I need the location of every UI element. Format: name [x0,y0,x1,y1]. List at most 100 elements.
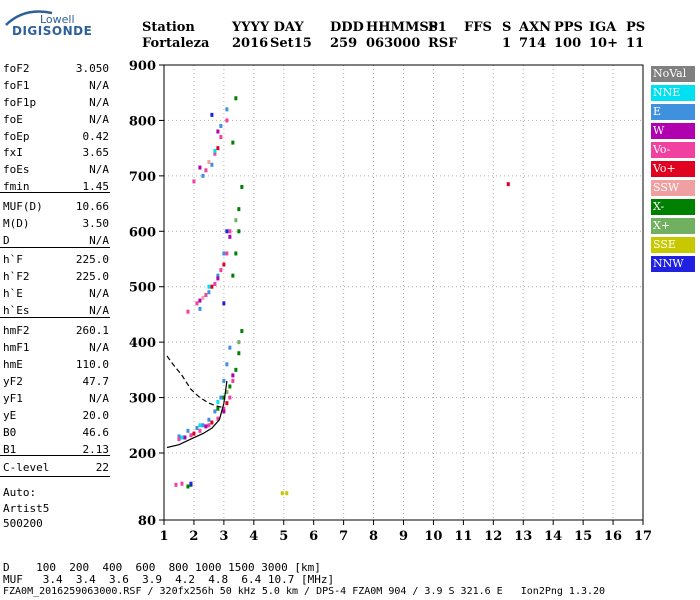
data-point [222,395,226,400]
separator [0,247,110,248]
x-tick-label: 4 [249,529,258,544]
param-label: h`F2 [3,270,30,283]
param-label: yE [3,409,17,422]
param-label: yF2 [3,375,23,388]
param-row: foF1p N/A [3,96,109,113]
data-point [240,329,244,334]
x-tick-label: 9 [399,529,408,544]
p1-label: P1 [428,20,447,35]
data-point [216,406,220,411]
iga-value: 10+ [589,36,618,51]
x-tick-label: 11 [454,529,472,544]
data-point [204,424,208,429]
data-point [207,284,211,289]
param-value: N/A [89,234,109,247]
param-value: 110.0 [75,358,109,371]
auto-label: Auto: [3,486,37,499]
x-tick-label: 5 [279,529,288,544]
param-value: N/A [89,392,109,405]
param-value: 1.45 [82,180,110,193]
param-value: 2.13 [82,443,110,456]
param-value: 3.050 [75,62,109,75]
data-points [174,96,510,496]
param-label: fxI [3,146,23,159]
data-point [213,148,217,153]
data-point [198,423,202,428]
data-point [183,435,187,440]
dashed-line [166,355,223,409]
x-tick-label: 2 [189,529,198,544]
data-point [186,484,190,489]
data-point [222,251,226,256]
legend-item: Vo- [651,142,695,158]
x-tick-label: 6 [309,529,318,544]
data-point [192,179,196,184]
data-point [213,281,217,286]
data-point [195,301,199,306]
data-point [195,426,199,431]
data-point [222,406,226,411]
param-row: foF2 3.050 [3,62,109,79]
param-value: 10.66 [75,200,109,213]
param-row: h`E N/A [3,287,109,304]
param-row: fmin 1.45 [3,180,109,197]
profile-lines [166,355,228,449]
param-row: D N/A [3,234,109,251]
data-point [234,96,238,101]
data-point [201,423,205,428]
param-label: C-level [3,461,50,474]
param-row: hmF1 N/A [3,341,109,358]
data-point [198,428,202,433]
data-point [180,481,184,486]
data-point [222,262,226,267]
y-tick-label: 600 [129,225,156,240]
param-value: N/A [89,113,109,126]
param-value: 260.1 [75,324,109,337]
legend-item: NNE [651,85,695,101]
data-point [189,433,193,438]
footer-info: FZA0M_2016259063000.RSF / 320fx256h 50 k… [3,586,606,597]
param-row: foF1 N/A [3,79,109,96]
data-point [237,229,241,234]
x-tick-label: 14 [544,529,562,544]
version-code: 500200 [3,517,43,530]
legend-item: E [651,104,695,120]
param-label: B1 [3,443,17,456]
data-point [240,184,244,189]
legend-item: W [651,123,695,139]
param-label: foF1 [3,79,30,92]
date-value: Set15 [270,36,312,51]
data-point [237,340,241,345]
separator [0,192,110,193]
x-tick-label: 16 [604,529,622,544]
data-point [225,229,229,234]
data-point [177,437,181,442]
data-point [210,420,214,425]
param-value: N/A [89,96,109,109]
param-row: yF1 N/A [3,392,109,409]
y-tick-label: 800 [129,114,156,129]
x-tick-label: 1 [159,529,168,544]
param-label: hmF1 [3,341,30,354]
data-point [225,390,229,395]
param-row: foEp 0.42 [3,130,109,147]
data-point [213,409,217,414]
data-point [231,378,235,383]
ps-value: 11 [626,36,645,51]
data-point [228,395,232,400]
data-point [204,293,208,298]
data-point [228,229,232,234]
param-label: foE [3,113,23,126]
pps-value: 100 [554,36,582,51]
data-point [228,234,232,239]
data-point [207,417,211,422]
data-point [237,207,241,212]
data-point [222,301,226,306]
logo-main-text: DIGISONDE [12,24,93,38]
data-point [237,351,241,356]
data-point [228,345,232,350]
param-row: B1 2.13 [3,443,109,460]
x-tick-label: 17 [634,529,652,544]
param-label: MUF(D) [3,200,43,213]
tick-labels: 1 2 3 4 5 6 7 8 9 10 11 12 13 14 15 16 17802003004005006… [129,59,652,544]
